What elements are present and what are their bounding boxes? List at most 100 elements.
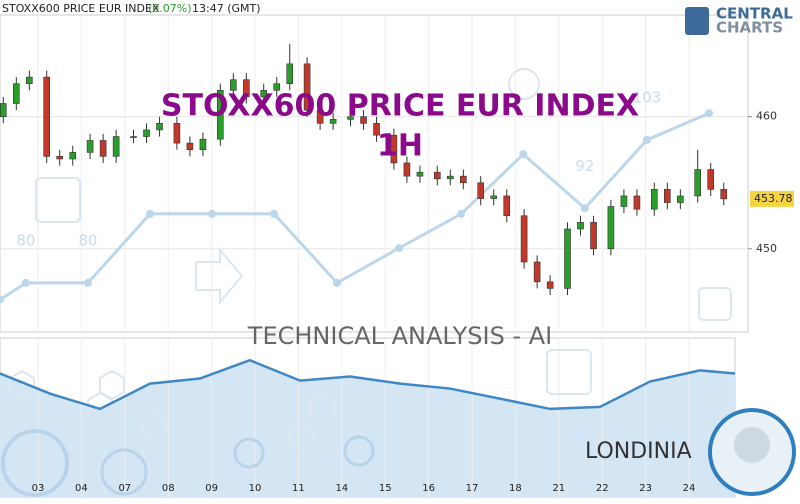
candle-body [677,195,684,203]
sentiment-point [0,295,4,304]
candle-body [403,162,411,177]
sentiment-point [145,209,154,218]
x-tick-label: 21 [552,483,565,494]
y-tick-label: 450 [756,242,777,255]
brand: LONDINIA [585,439,692,464]
candle-body [86,140,94,153]
hexagons [9,369,335,453]
value-label: 80 [16,231,35,249]
logo-line1: CENTRAL [716,5,793,23]
logo-line2: CHARTS [716,19,783,37]
chart-subtitle: 1H [377,129,423,164]
candle-body [633,195,641,210]
candle-body [360,116,367,124]
candle-body [0,103,7,118]
candle-body [112,136,120,157]
value-label: 80 [78,231,97,249]
sentiment-point [642,135,651,144]
candle-body [56,156,64,160]
chart-title: STOXX600 PRICE EUR INDEX [161,89,639,124]
analysis-title: TECHNICAL ANALYSIS - AI [247,322,552,350]
icon-gauge [508,68,540,100]
candle-body [26,76,33,84]
candle-body [130,136,137,138]
header-time: 13:47 (GMT) [192,2,261,15]
sentiment-point [519,150,528,159]
candle-body [243,79,250,98]
x-tick-label: 14 [335,483,348,494]
x-tick-label: 10 [249,483,262,494]
candle-body [546,281,554,289]
icon-trend [698,287,732,321]
sentiment-point [457,209,466,218]
candle-body [533,261,541,283]
sentiment-point [580,204,589,213]
x-tick-label: 04 [75,483,88,494]
candle-body [490,195,498,199]
x-tick-label: 16 [422,483,435,494]
icon-circle-arrow [233,437,265,469]
candle-body [447,175,454,180]
candle-body [607,206,615,250]
candle-body [520,215,528,263]
candle-body [650,189,658,210]
last-price-tag [750,190,794,207]
candle-body [99,140,107,157]
plot: 80 80 92 103 450 460 453.78 STOXX600 PRICE EUR … [0,44,794,494]
candle-body [43,76,50,157]
value-label: 92 [575,157,594,175]
sentiment-point [333,278,342,287]
candle-body [347,116,354,120]
sentiment-point [270,209,279,218]
candle-body [707,169,715,190]
candle-body [173,123,181,144]
candle-body [69,152,77,160]
x-tick-label: 18 [509,483,522,494]
sentiment-point [83,278,92,287]
candle-body [186,142,194,151]
candle-body [577,222,584,230]
icon-circle-arrow [343,435,375,467]
candle-body [316,109,324,124]
candle-body [590,222,597,250]
last-price-label: 453.78 [754,192,793,205]
sentiment-point [395,244,404,253]
candle-body [564,228,571,289]
x-tick-label: 08 [162,483,175,494]
candle-body [373,123,380,136]
y-tick-label: 460 [756,110,777,123]
x-tick-label: 11 [292,483,305,494]
candle-body [694,169,701,197]
candle-body [720,189,728,200]
price-panel [0,14,749,333]
candle-body [390,134,398,164]
x-tick-label: 22 [596,483,609,494]
x-tick-label: 17 [466,483,479,494]
logo-icon [685,7,709,35]
x-tick-label: 15 [379,483,392,494]
candle-body [416,171,424,177]
candle-body [460,175,467,184]
candle-body [303,63,311,111]
candle-body [260,89,267,98]
grid [0,15,748,497]
header-instrument: STOXX600 PRICE EUR INDEX [2,2,160,15]
sentiment-point [208,209,217,218]
candle-body [230,79,237,91]
candle-body [13,83,20,104]
candle-body [156,123,163,131]
candle-body [286,63,294,84]
icon-arrow [195,247,244,305]
icon-circle-arrow [1,429,69,497]
candle-body [199,138,207,151]
candle-body [433,171,441,180]
candle-body [477,182,484,199]
candle-body [664,189,671,203]
candle-body [216,89,224,140]
value-label: 103 [633,88,662,106]
decorations [1,68,732,497]
brand-face [734,427,770,463]
x-tick-label: 24 [683,483,696,494]
